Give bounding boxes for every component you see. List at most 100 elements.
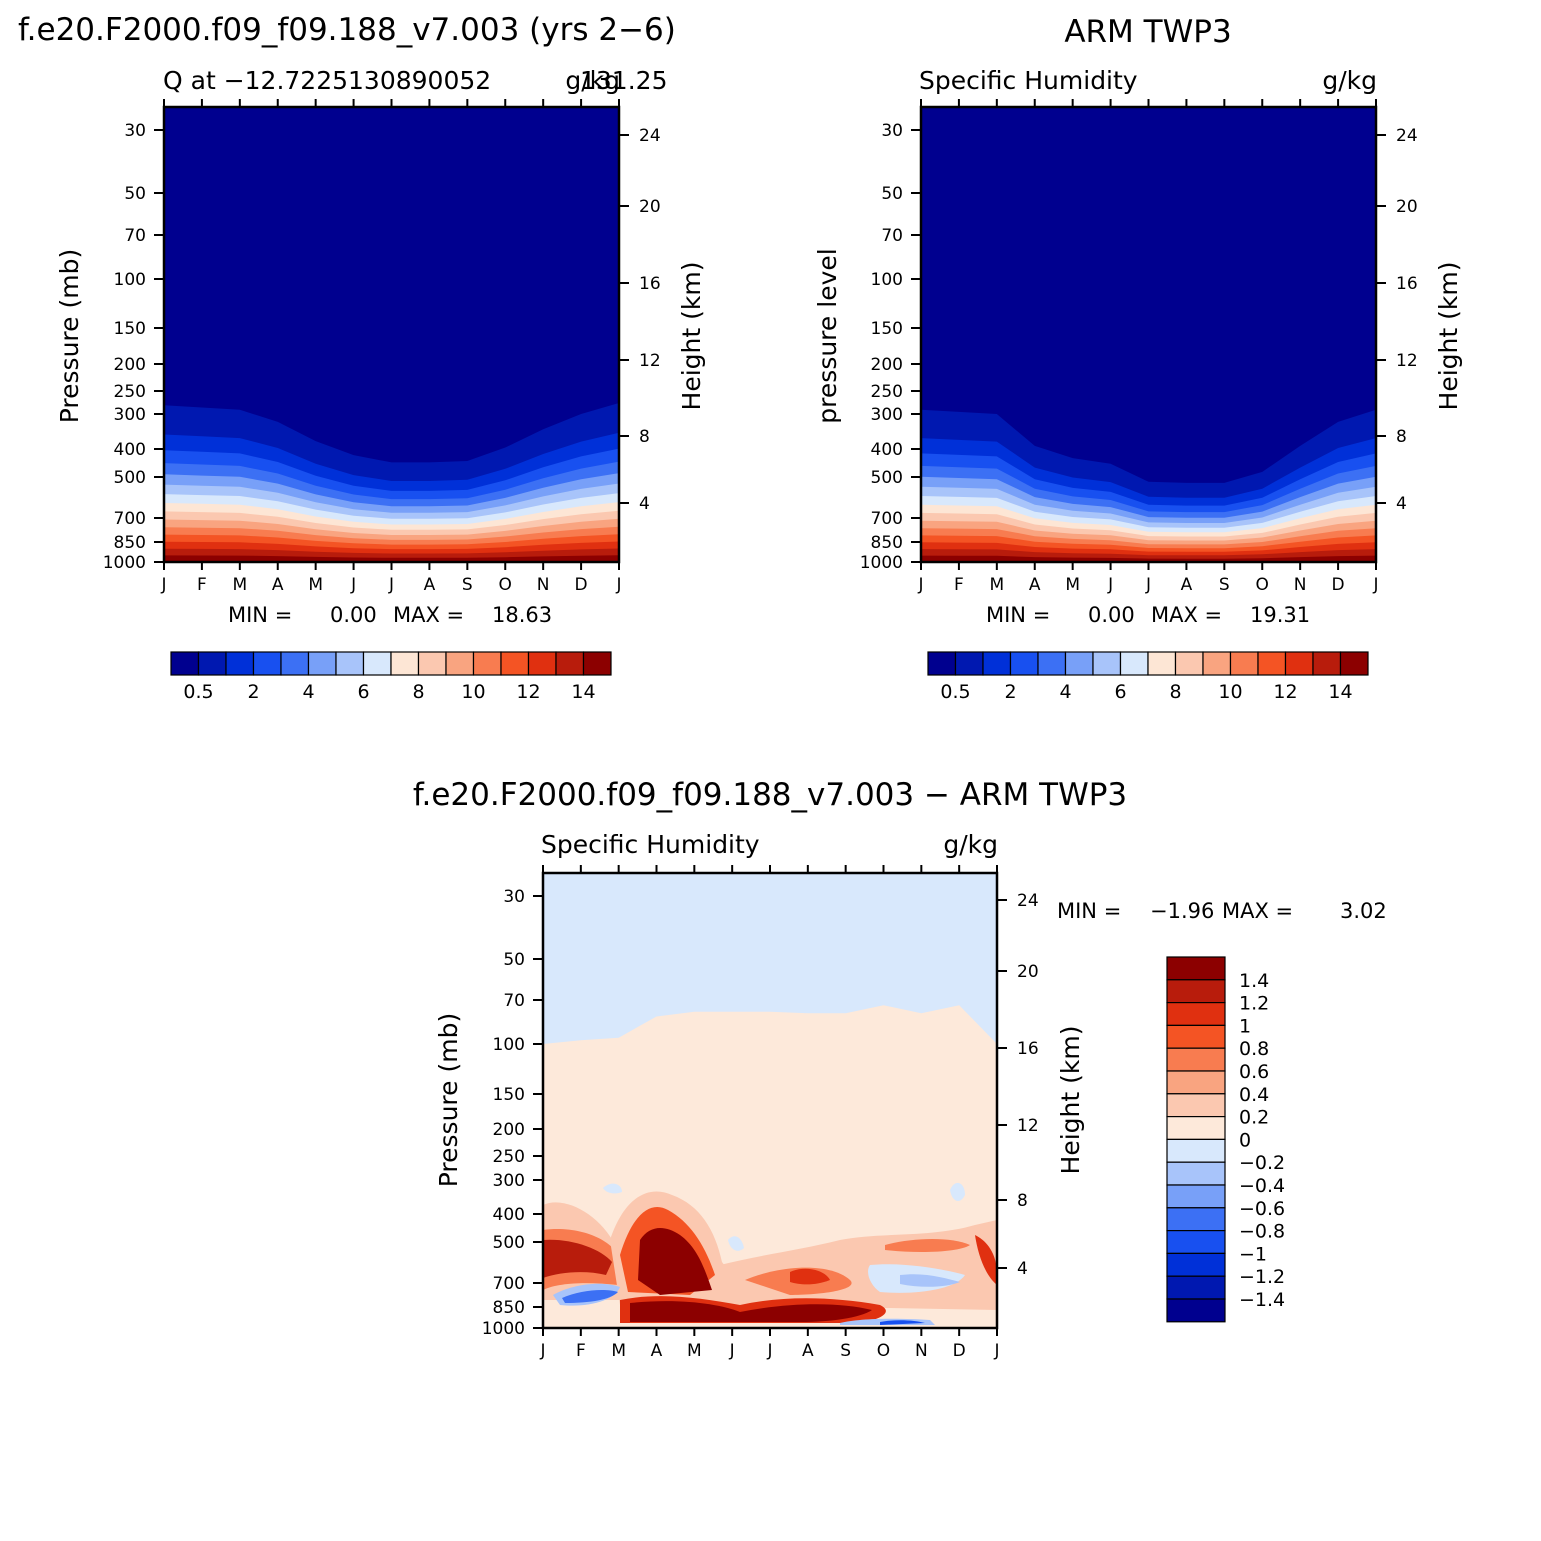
pressure-tick-label: 700 (493, 1274, 525, 1294)
month-tick-label: J (917, 575, 923, 595)
model-subtitle-overlap: 131.25 (580, 66, 667, 95)
colorbar-tick-label: 0.8 (1239, 1038, 1269, 1060)
month-tick-label: D (575, 575, 588, 595)
pressure-tick-label: 50 (881, 184, 903, 204)
pressure-tick-label: 250 (114, 382, 146, 402)
month-tick-label: J (1372, 575, 1378, 595)
obs-humidity-panel: Specific Humidity g/kg J F M A M J J A S O N D J 30 50… (813, 66, 1463, 703)
colorbar-swatch (582, 651, 612, 676)
colorbar-tick-label: 14 (571, 681, 595, 703)
model-panel-title: f.e20.F2000.f09_f09.188_v7.003 (yrs 2−6) (18, 12, 676, 48)
pressure-tick-label: 30 (881, 121, 903, 141)
pressure-tick-label: 700 (871, 509, 903, 529)
colorbar-tick-label: 4 (302, 681, 314, 703)
colorbar-swatch (1166, 1207, 1226, 1232)
height-tick-label: 4 (639, 494, 650, 514)
height-tick-label: 24 (1017, 891, 1039, 911)
colorbar-tick-label: 12 (1273, 681, 1297, 703)
model-max-label: MAX = (393, 603, 464, 627)
difference-anomaly-region (630, 1301, 872, 1322)
month-tick-label: N (537, 575, 550, 595)
colorbar-tick-label: 0.4 (1239, 1084, 1269, 1106)
colorbar-swatch (307, 651, 337, 676)
colorbar-tick-label: 0.2 (1239, 1107, 1269, 1129)
colorbar-tick-label: 10 (1218, 681, 1242, 703)
colorbar-swatch (1166, 1161, 1226, 1186)
colorbar-swatch (1166, 1184, 1226, 1209)
month-tick-label: O (1256, 575, 1269, 595)
pressure-tick-label: 150 (114, 319, 146, 339)
difference-anomaly-region (638, 1228, 712, 1295)
difference-min-label: MIN = (1057, 899, 1121, 923)
colorbar-tick-label: −1 (1239, 1243, 1267, 1265)
model-contour-plot: J F M A M J J A S O N D J 30 50 70 100 150 200 250 300 400 500… (103, 99, 661, 595)
colorbar-tick-label: −0.8 (1239, 1221, 1285, 1243)
model-units: g/kg (565, 66, 620, 95)
colorbar-tick-label: 4 (1059, 681, 1071, 703)
colorbar-tick-label: 12 (516, 681, 540, 703)
difference-anomaly-region (900, 1274, 960, 1287)
difference-min-value: −1.96 (1150, 899, 1214, 923)
month-tick-label: A (1029, 575, 1041, 595)
month-tick-label: D (953, 1341, 966, 1361)
month-tick-label: J (388, 575, 394, 595)
month-tick-label: S (840, 1341, 851, 1361)
colorbar-tick-label: 6 (1114, 681, 1126, 703)
pressure-tick-label: 300 (114, 405, 146, 425)
colorbar-swatch (527, 651, 557, 676)
difference-anomaly-region (790, 1268, 830, 1285)
model-max-value: 18.63 (492, 603, 552, 627)
month-tick-label: J (615, 575, 621, 595)
pressure-tick-label: 700 (114, 509, 146, 529)
obs-min-label: MIN = (986, 603, 1050, 627)
month-tick-label: J (1145, 575, 1151, 595)
colorbar-swatch (1166, 1001, 1226, 1026)
colorbar-tick-label: 14 (1328, 681, 1352, 703)
colorbar-swatch (1174, 651, 1204, 676)
colorbar-swatch (1166, 1070, 1226, 1095)
height-tick-label: 24 (1396, 126, 1418, 146)
pressure-tick-label: 150 (871, 319, 903, 339)
height-tick-label: 12 (1396, 351, 1418, 371)
colorbar-swatch (500, 651, 530, 676)
colorbar-swatch (1166, 979, 1226, 1004)
height-tick-label: 4 (1017, 1259, 1028, 1279)
colorbar-swatch (1166, 1229, 1226, 1254)
pressure-tick-label: 50 (503, 950, 525, 970)
pressure-tick-label: 250 (493, 1147, 525, 1167)
colorbar-tick-label: 0.6 (1239, 1061, 1269, 1083)
height-tick-label: 16 (639, 274, 661, 294)
difference-anomaly-region (543, 1239, 612, 1278)
colorbar-swatch (1009, 651, 1039, 676)
pressure-tick-label: 50 (124, 184, 146, 204)
colorbar-swatch (197, 651, 227, 676)
model-subtitle: Q at −12.7225130890052 (163, 66, 491, 95)
month-tick-label: A (651, 1341, 663, 1361)
obs-units: g/kg (1322, 66, 1377, 95)
pressure-tick-label: 1000 (482, 1319, 525, 1339)
colorbar-swatch (927, 651, 957, 676)
height-tick-label: 24 (639, 126, 661, 146)
month-tick-label: A (802, 1341, 814, 1361)
height-tick-label: 20 (1017, 962, 1039, 982)
month-tick-label: A (272, 575, 284, 595)
month-tick-label: S (1219, 575, 1230, 595)
month-tick-label: M (232, 575, 247, 595)
colorbar-swatch (1312, 651, 1342, 676)
difference-units: g/kg (943, 830, 998, 859)
difference-anomaly-region (885, 1238, 970, 1253)
difference-anomaly-region (975, 1235, 997, 1285)
colorbar-swatch (1166, 1093, 1226, 1118)
colorbar-swatch (1166, 1275, 1226, 1300)
height-tick-label: 8 (639, 427, 650, 447)
pressure-tick-label: 150 (493, 1085, 525, 1105)
month-tick-label: J (1107, 575, 1113, 595)
difference-anomaly-region (880, 1320, 925, 1325)
difference-panel-title: f.e20.F2000.f09_f09.188_v7.003 − ARM TWP… (413, 777, 1127, 813)
colorbar-swatch (252, 651, 282, 676)
pressure-tick-label: 400 (871, 440, 903, 460)
colorbar-tick-label: 0.5 (940, 681, 970, 703)
colorbar-swatch (1284, 651, 1314, 676)
difference-height-axis-label: Height (km) (1056, 1026, 1085, 1175)
colorbar-swatch (225, 651, 255, 676)
